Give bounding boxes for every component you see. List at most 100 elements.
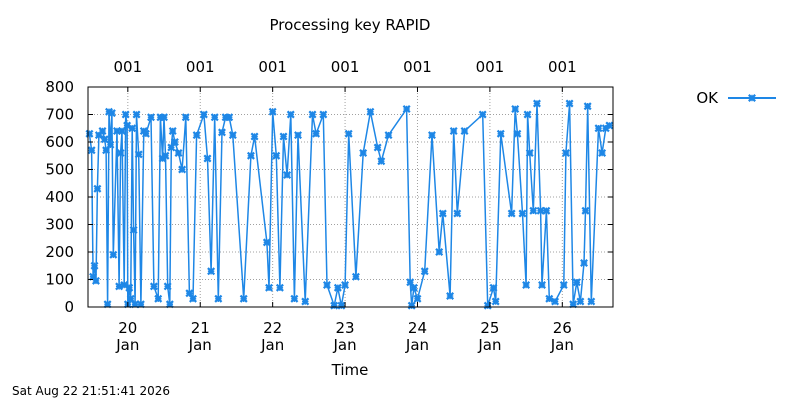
data-point xyxy=(161,151,170,160)
data-point xyxy=(128,124,137,133)
data-point xyxy=(294,131,302,140)
data-point xyxy=(170,138,179,146)
data-point xyxy=(507,209,516,218)
data-point xyxy=(427,131,436,140)
data-point xyxy=(225,113,234,122)
x-tick-label-day: 20 xyxy=(118,319,137,337)
data-point xyxy=(576,297,585,306)
data-point xyxy=(344,129,353,138)
x-tick-label-month: Jan xyxy=(115,336,139,354)
data-point xyxy=(598,149,607,157)
data-point xyxy=(125,283,134,292)
data-point xyxy=(91,276,100,285)
data-point xyxy=(98,127,107,135)
data-point xyxy=(449,127,458,135)
data-point xyxy=(545,294,554,303)
x2-tick-label: 001 xyxy=(403,58,432,76)
legend: OK xyxy=(696,89,776,107)
data-point xyxy=(511,105,520,113)
data-point xyxy=(116,149,125,157)
series-layer xyxy=(85,99,614,310)
data-point xyxy=(569,300,578,309)
data-point xyxy=(181,113,190,122)
data-point xyxy=(319,110,328,119)
data-point xyxy=(438,209,447,218)
data-point xyxy=(523,110,532,119)
data-point xyxy=(185,289,194,298)
x2-tick-label: 001 xyxy=(476,58,505,76)
timestamp-footer: Sat Aug 22 21:51:41 2026 xyxy=(12,384,170,398)
data-point xyxy=(163,282,172,291)
data-point xyxy=(141,129,150,138)
data-point xyxy=(87,146,96,155)
data-point xyxy=(132,110,141,119)
y-tick-label: 200 xyxy=(45,243,74,261)
data-point xyxy=(174,149,183,157)
data-point xyxy=(330,301,339,310)
legend-marker xyxy=(748,94,756,102)
x2-tick-label: 001 xyxy=(258,58,287,76)
y-tick-label: 400 xyxy=(45,188,74,206)
data-point xyxy=(551,297,560,306)
data-point xyxy=(446,292,455,300)
legend-marker-symbol xyxy=(748,94,756,102)
data-point xyxy=(279,132,288,141)
data-point xyxy=(478,110,487,119)
data-point xyxy=(337,301,346,310)
data-point xyxy=(192,131,201,140)
data-point xyxy=(407,301,416,310)
data-point xyxy=(529,206,538,215)
data-point xyxy=(402,105,411,113)
data-point xyxy=(85,129,94,138)
chart-title: Processing key RAPID xyxy=(270,16,431,34)
data-point xyxy=(583,102,592,111)
data-point xyxy=(580,259,589,267)
x-tick-label-day: 24 xyxy=(408,319,427,337)
data-point xyxy=(115,282,124,291)
data-point xyxy=(413,294,422,303)
data-point xyxy=(384,131,393,140)
data-point xyxy=(250,132,259,141)
x-tick-label-month: Jan xyxy=(260,336,284,354)
data-point xyxy=(134,150,143,159)
data-point xyxy=(605,121,614,130)
data-point xyxy=(290,294,299,303)
data-point xyxy=(168,127,177,135)
data-point xyxy=(518,209,527,218)
data-point xyxy=(489,283,498,292)
data-point xyxy=(587,297,596,306)
data-point xyxy=(532,99,541,108)
data-point xyxy=(239,294,248,303)
y-tick-label: 500 xyxy=(45,161,74,179)
data-point xyxy=(189,294,197,303)
data-point xyxy=(538,281,547,289)
data-point xyxy=(525,149,534,157)
data-point xyxy=(559,281,568,289)
data-point xyxy=(491,297,500,306)
data-point xyxy=(366,107,375,116)
x-tick-label-month: Jan xyxy=(477,336,501,354)
data-point xyxy=(373,143,382,152)
data-point xyxy=(581,206,590,215)
data-point xyxy=(265,283,274,292)
data-point xyxy=(333,283,342,292)
data-point xyxy=(246,151,255,160)
x2-tick-label: 001 xyxy=(114,58,143,76)
data-point xyxy=(107,109,116,118)
data-point xyxy=(129,226,138,234)
data-point xyxy=(283,171,292,179)
data-point xyxy=(93,184,102,193)
data-point xyxy=(160,113,169,122)
x-tick-label-month: Jan xyxy=(188,336,212,354)
y-tick-label: 700 xyxy=(45,106,74,124)
data-point xyxy=(322,281,331,289)
legend-label: OK xyxy=(696,89,719,107)
data-point xyxy=(262,238,271,247)
x-tick-label-month: Jan xyxy=(405,336,429,354)
data-point xyxy=(121,110,130,119)
data-point xyxy=(165,300,174,309)
data-point xyxy=(420,267,429,276)
data-point xyxy=(522,281,531,289)
data-point xyxy=(272,151,281,160)
data-point xyxy=(341,281,350,289)
